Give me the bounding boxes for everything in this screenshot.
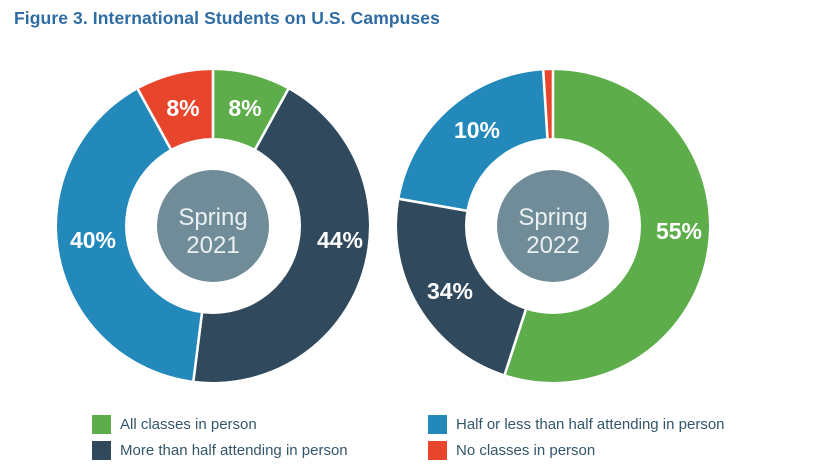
slice-percent-label: 34% [427,278,473,304]
slice-percent-label: 55% [656,218,702,244]
slice-percent-label: 8% [166,95,199,121]
legend-item-label: Half or less than half attending in pers… [456,416,725,433]
donut-center-circle [157,170,269,282]
donut-center-label: 2022 [526,232,579,259]
legend-swatch-green-icon [92,415,111,434]
donut-center-circle [497,170,609,282]
legend-swatch-red-icon [428,441,447,460]
slice-percent-label: 40% [70,227,116,253]
donut-center-label: Spring [518,204,587,231]
legend-item-label: More than half attending in person [120,442,348,459]
legend-item-all-in-person: All classes in person [92,415,348,434]
legend-item-label: No classes in person [456,442,596,459]
legend-swatch-dark-blue-icon [92,441,111,460]
slice-percent-label: 8% [228,95,261,121]
slice-percent-label: 44% [317,227,363,253]
donut-center-label: 2021 [186,232,239,259]
legend-column-left: All classes in person More than half att… [92,415,348,467]
legend-item-label: All classes in person [120,416,257,433]
legend-column-right: Half or less than half attending in pers… [428,415,725,467]
donut-center-label: Spring [178,204,247,231]
legend-item-no-classes: No classes in person [428,441,725,460]
legend-swatch-blue-icon [428,415,447,434]
legend-item-half-or-less: Half or less than half attending in pers… [428,415,725,434]
figure-title: Figure 3. International Students on U.S.… [14,8,440,28]
legend-item-more-than-half: More than half attending in person [92,441,348,460]
slice-percent-label: 10% [454,117,500,143]
